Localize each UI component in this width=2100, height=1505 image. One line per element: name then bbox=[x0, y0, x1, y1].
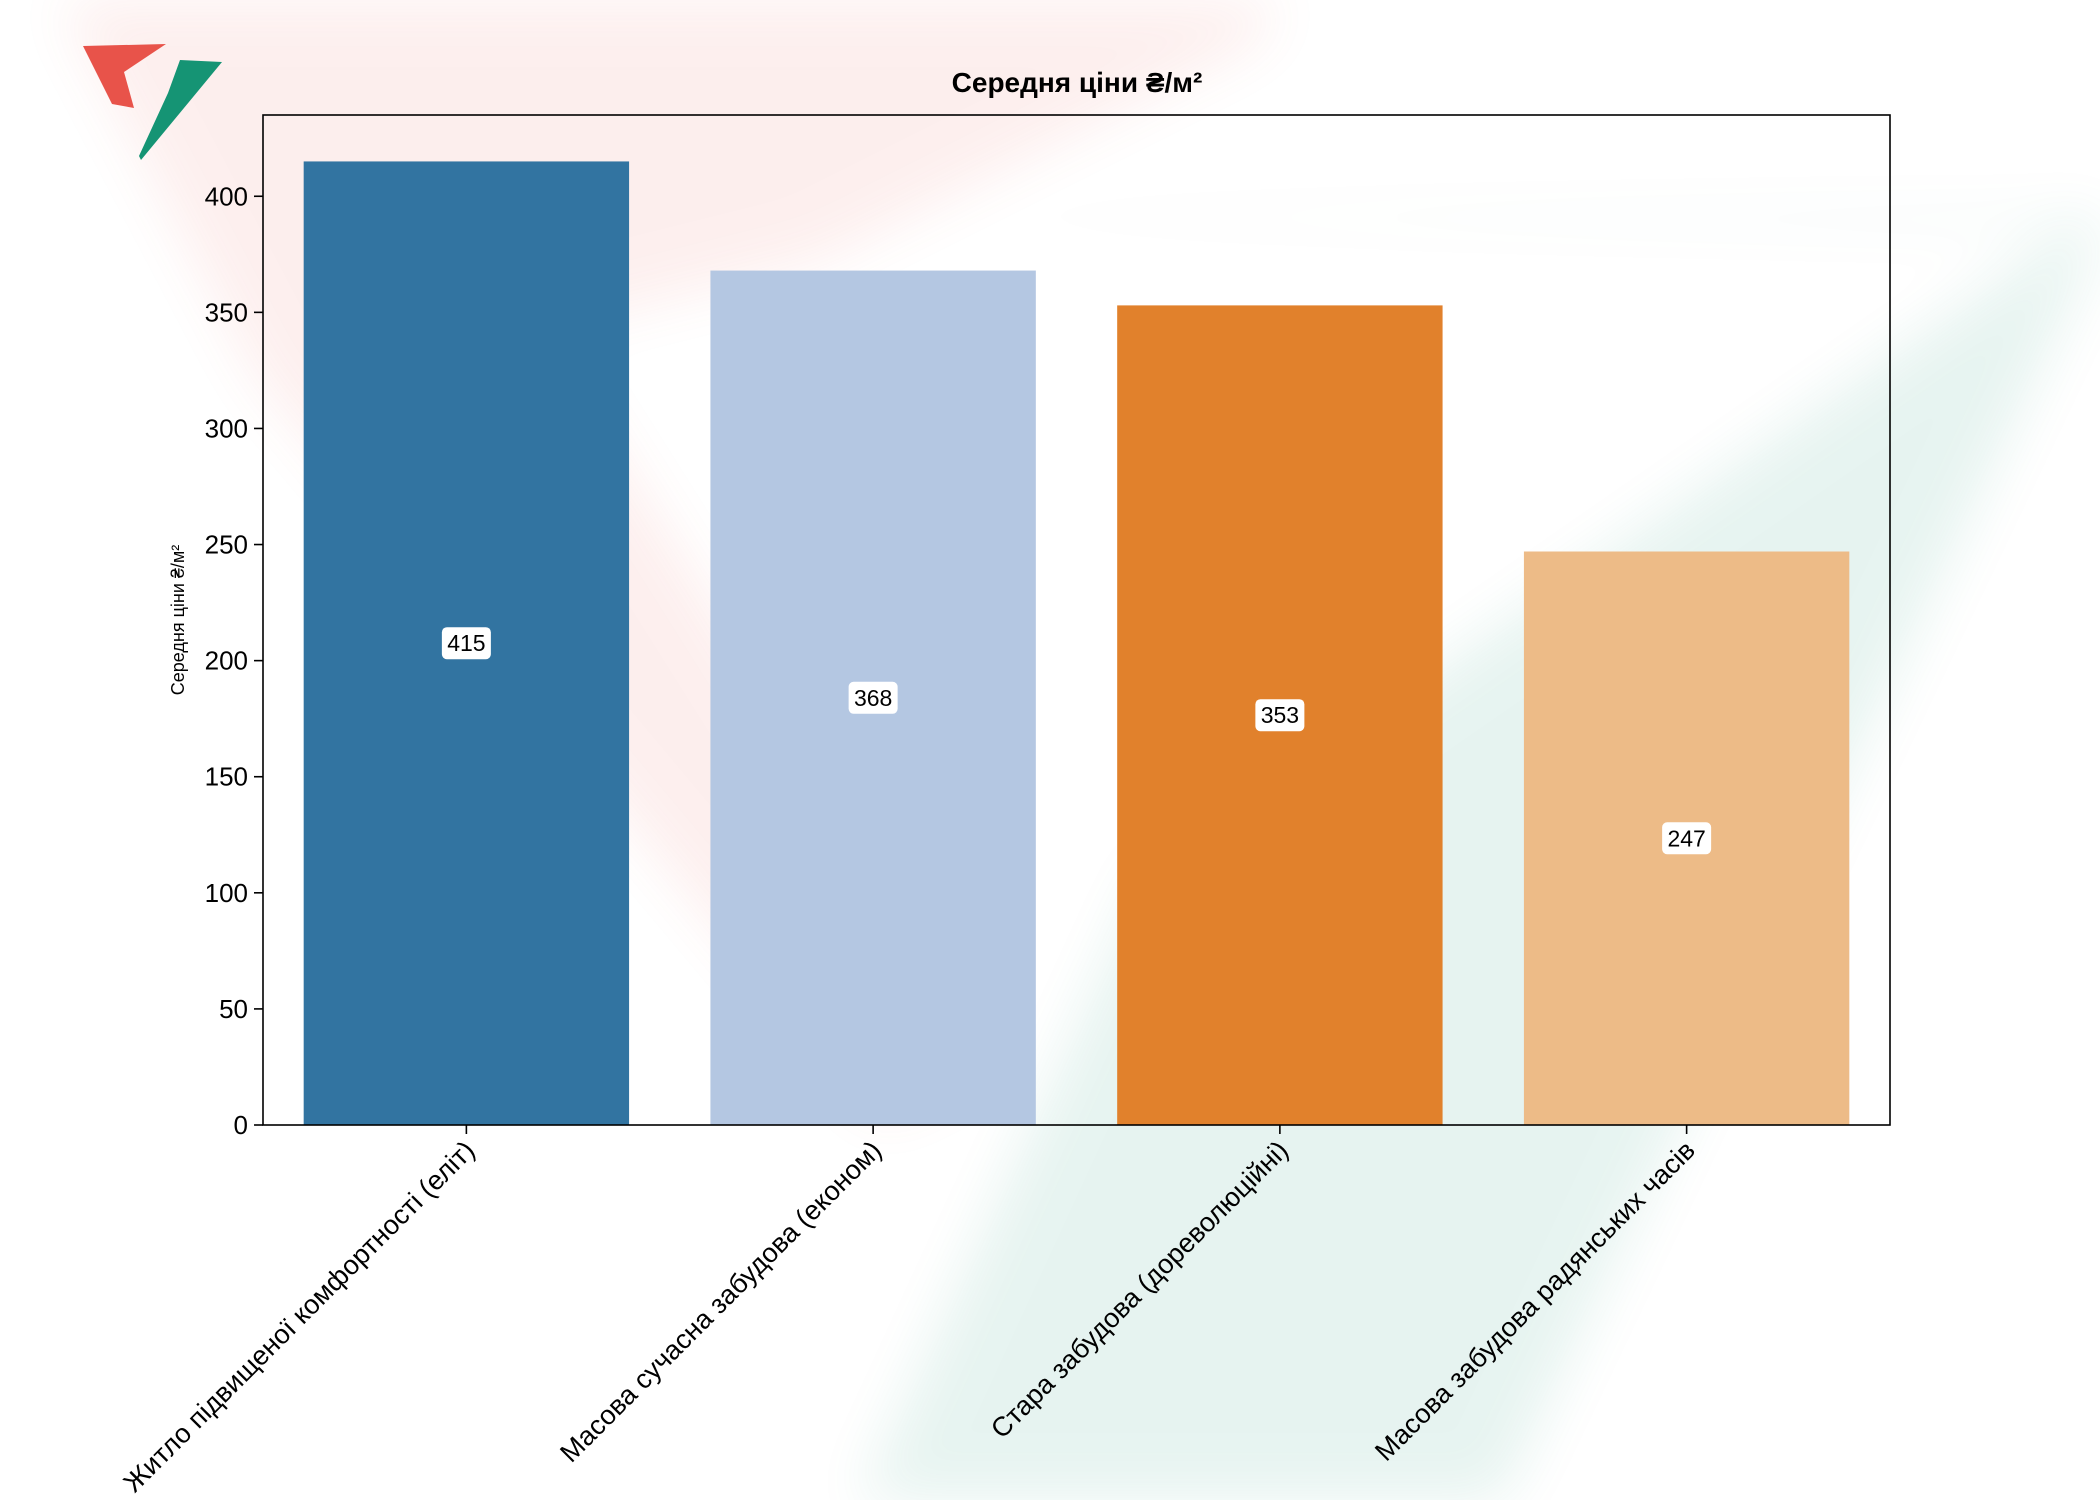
data-label: 415 bbox=[447, 630, 485, 656]
y-tick-label: 200 bbox=[205, 646, 248, 676]
logo-green-part bbox=[139, 60, 222, 160]
data-label-box bbox=[848, 681, 898, 714]
data-label: 368 bbox=[854, 685, 892, 711]
y-tick-label: 350 bbox=[205, 297, 248, 327]
data-label: 247 bbox=[1667, 825, 1705, 851]
plot-area-frame bbox=[262, 114, 1891, 1126]
data-labels-group: 415 368 353 247 bbox=[441, 627, 1712, 855]
y-axis-label: Середня ціни ₴/м² bbox=[168, 545, 188, 696]
x-tick-label: Житло підвищеної комфортності (еліт) bbox=[118, 1135, 481, 1498]
bars-group bbox=[303, 161, 1850, 1126]
y-tick-label: 150 bbox=[205, 762, 248, 792]
data-label-box bbox=[1255, 699, 1305, 732]
logo-red-part bbox=[83, 44, 166, 108]
y-tick-label: 100 bbox=[205, 878, 248, 908]
data-label-box bbox=[1662, 822, 1712, 855]
y-tick-label: 250 bbox=[205, 530, 248, 560]
y-tick-label: 400 bbox=[205, 181, 248, 211]
logo-icon bbox=[83, 44, 222, 160]
y-tick-label: 0 bbox=[234, 1110, 248, 1140]
chart-title: Середня ціни ₴/м² bbox=[952, 67, 1203, 98]
y-tick-label: 50 bbox=[219, 994, 248, 1024]
data-label: 353 bbox=[1261, 702, 1299, 728]
y-axis-ticks: 0 50 100 150 200 250 300 350 400 bbox=[205, 181, 263, 1140]
data-label-box bbox=[441, 627, 491, 660]
watermark-red-shape bbox=[60, 0, 1280, 1120]
x-tick-label: Масова сучасна забудова (економ) bbox=[554, 1135, 887, 1468]
y-tick-label: 300 bbox=[205, 413, 248, 443]
